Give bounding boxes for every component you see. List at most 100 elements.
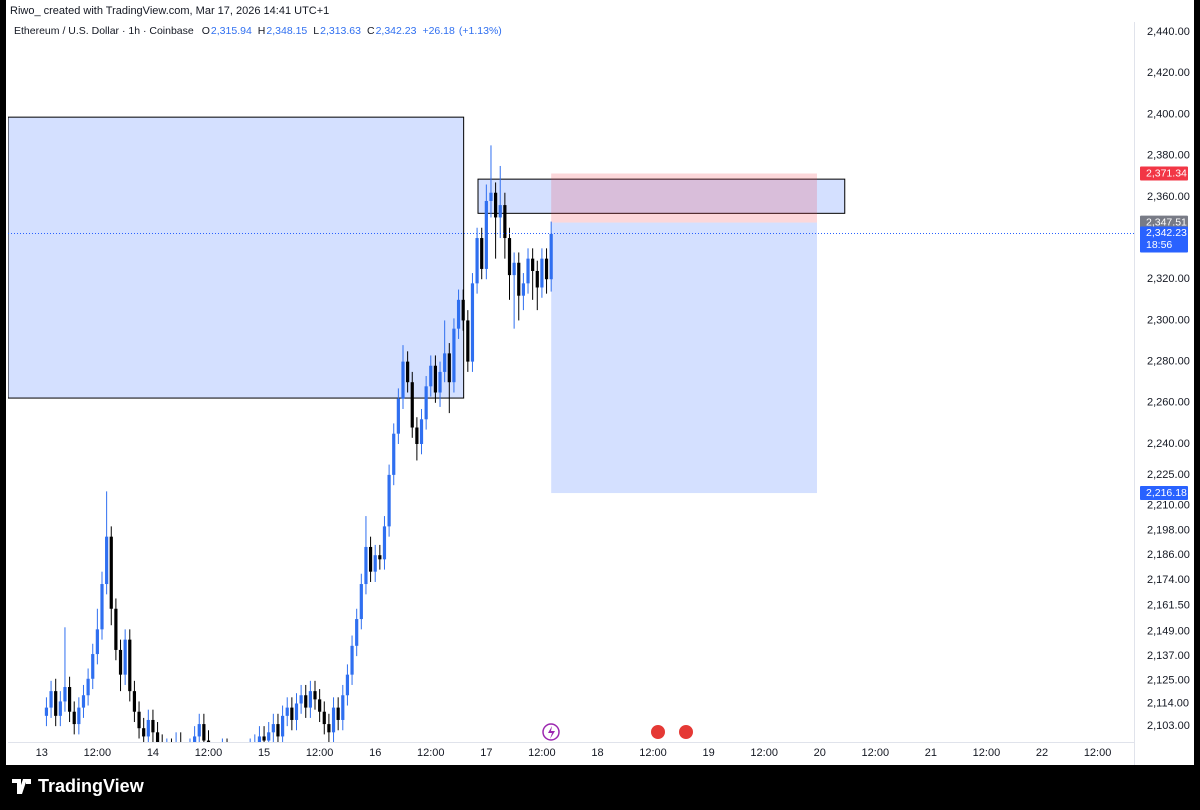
- candle-body: [364, 546, 368, 585]
- y-tick-label: 2,186.00: [1147, 549, 1190, 561]
- candle-body: [155, 732, 160, 742]
- change-pct: (+1.13%): [459, 25, 502, 37]
- candle-body: [322, 711, 326, 725]
- candle-body: [466, 320, 470, 362]
- countdown: 18:56: [1146, 239, 1172, 251]
- chart-background: [6, 0, 1194, 765]
- candle-body: [151, 719, 155, 733]
- candle-body: [202, 724, 206, 741]
- candle-body: [142, 728, 146, 737]
- y-tick-label: 2,420.00: [1147, 67, 1190, 79]
- candle-body: [378, 555, 382, 560]
- event-icon[interactable]: [677, 723, 695, 741]
- price-label-box: [1140, 226, 1188, 253]
- y-tick-label: 2,103.00: [1147, 720, 1190, 732]
- candle-body: [368, 546, 373, 572]
- candle-body: [327, 724, 331, 733]
- candle-body: [350, 645, 354, 675]
- ohlc-value: 2,342.23: [376, 25, 417, 37]
- candle-body: [299, 695, 303, 704]
- x-tick-label: 12:00: [306, 747, 334, 759]
- candle-body: [105, 536, 109, 585]
- candle-body: [304, 695, 308, 708]
- event-icon[interactable]: [649, 723, 667, 741]
- candle-body: [294, 703, 299, 720]
- candle-body: [512, 262, 516, 276]
- candle-body: [197, 724, 201, 737]
- y-tick-label: 2,174.00: [1147, 574, 1190, 586]
- candle-body: [406, 361, 410, 383]
- y-tick-label: 2,440.00: [1147, 26, 1190, 38]
- candle-body: [521, 283, 525, 296]
- candle-body: [429, 365, 433, 387]
- y-tick-label: 2,137.00: [1147, 650, 1190, 662]
- ohlc-value: 2,315.94: [211, 25, 252, 37]
- candle-body: [318, 699, 322, 712]
- candle-body: [382, 526, 387, 560]
- candle-body: [109, 536, 113, 609]
- logo-text: TradingView: [38, 776, 145, 796]
- ohlc-prefix: H: [258, 25, 266, 37]
- symbol-title: Ethereum / U.S. Dollar · 1h · Coinbase: [14, 25, 194, 37]
- stop-zone: [551, 173, 817, 223]
- candle-body: [498, 205, 502, 218]
- candle-body: [49, 691, 53, 708]
- price-label-box: [1140, 486, 1188, 501]
- y-tick-label: 2,280.00: [1147, 356, 1190, 368]
- credit: Riwo_ created with TradingView.com, Mar …: [10, 5, 329, 17]
- zone: [8, 116, 465, 399]
- candle-body: [452, 328, 456, 383]
- price-label: 2,216.18: [1146, 487, 1187, 499]
- candle-body: [336, 707, 340, 720]
- candle-body: [494, 192, 498, 218]
- candle-body: [257, 736, 262, 742]
- candle-body: [392, 433, 396, 475]
- candle-body: [359, 584, 363, 620]
- price-label: 2,342.23: [1146, 227, 1187, 239]
- change: +26.18: [422, 25, 455, 37]
- x-tick-label: 12:00: [750, 747, 778, 759]
- candle-body: [526, 258, 530, 284]
- x-tick-label: 13: [36, 747, 48, 759]
- candle-body: [54, 691, 58, 716]
- candle-body: [531, 258, 535, 271]
- y-tick-label: 2,114.00: [1147, 697, 1189, 709]
- candle-body: [480, 238, 484, 269]
- candle-body: [540, 258, 544, 288]
- y-tick-label: 2,300.00: [1147, 314, 1190, 326]
- x-tick-label: 21: [925, 747, 937, 759]
- candle-body: [114, 608, 118, 650]
- y-tick-label: 2,225.00: [1147, 469, 1190, 481]
- candle-body: [267, 732, 271, 741]
- x-tick-label: 15: [258, 747, 270, 759]
- candle-body: [67, 687, 72, 712]
- x-tick-label: 14: [147, 747, 159, 759]
- y-tick-label: 2,240.00: [1147, 438, 1190, 450]
- candle-body: [123, 639, 127, 675]
- ohlc-value: 2,348.15: [266, 25, 307, 37]
- candle-body: [535, 270, 539, 288]
- candle-body: [91, 654, 95, 679]
- candle-body: [63, 687, 67, 702]
- candle-body: [419, 419, 424, 444]
- candle-body: [470, 283, 475, 362]
- candle-body: [331, 707, 336, 733]
- candle-body: [456, 299, 461, 329]
- x-tick-label: 16: [369, 747, 381, 759]
- candle-body: [44, 707, 49, 716]
- candle-body: [137, 711, 141, 729]
- candle-body: [373, 555, 377, 572]
- candle-body: [415, 427, 419, 444]
- logo-mark: [12, 779, 31, 794]
- candle-body: [447, 353, 451, 383]
- candle-body: [285, 707, 289, 716]
- candle-body: [313, 691, 317, 700]
- x-tick-label: 17: [480, 747, 492, 759]
- x-tick-label: 18: [591, 747, 603, 759]
- candle-body: [544, 258, 549, 280]
- candle-body: [72, 711, 76, 725]
- candle-body: [193, 736, 197, 742]
- candle-body: [95, 629, 99, 655]
